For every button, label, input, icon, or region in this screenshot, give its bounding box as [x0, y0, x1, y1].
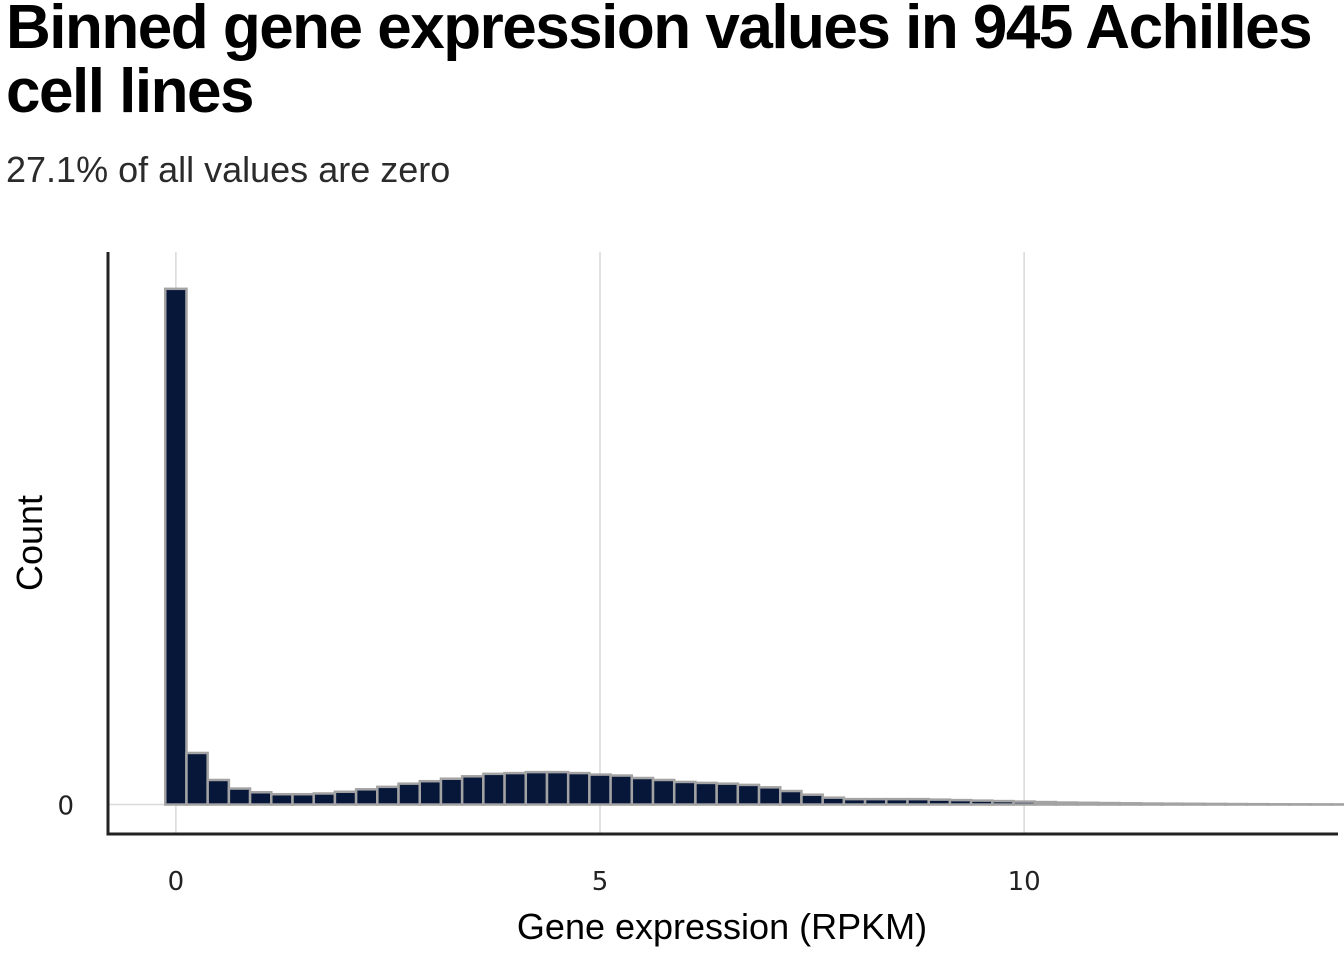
histogram-bar [672, 780, 697, 806]
histogram-bar [842, 797, 867, 806]
histogram-bar [460, 775, 485, 806]
histogram-bar [1160, 802, 1185, 806]
histogram-bar [164, 287, 188, 806]
histogram-bar [694, 781, 718, 806]
histogram-bar [439, 777, 464, 806]
histogram-bar [1203, 802, 1227, 806]
y-axis-title: Count [9, 495, 50, 591]
histogram-bar [206, 778, 231, 806]
x-tick-label: 0 [168, 867, 185, 897]
histogram-bar [354, 788, 379, 806]
x-axis-title: Gene expression (RPKM) [517, 906, 927, 947]
x-tick-label: 10 [1008, 867, 1041, 897]
histogram-bar [333, 790, 358, 806]
x-tick-label: 5 [592, 867, 609, 897]
histogram-bar [757, 786, 782, 806]
chart-subtitle: 27.1% of all values are zero [6, 149, 451, 190]
histogram-bar [1118, 802, 1143, 806]
histogram-bar [418, 779, 443, 806]
histogram-bar [503, 771, 528, 806]
y-axis-ticks: 0 [57, 792, 74, 822]
histogram-bar [248, 791, 273, 806]
histogram-bar [1097, 801, 1121, 806]
histogram-bar [927, 798, 952, 806]
histogram-bar [227, 787, 252, 806]
histogram-bar [948, 798, 973, 806]
histogram-bar [482, 772, 506, 806]
histogram-bar [1139, 802, 1164, 806]
histogram-bar [291, 792, 315, 806]
histogram-bar [1075, 801, 1100, 806]
histogram-bar [800, 793, 824, 806]
histogram-bar [185, 751, 209, 806]
histogram-bar [906, 797, 930, 806]
histogram-bar [736, 783, 761, 806]
histogram-bar [821, 796, 846, 806]
histogram-bar [779, 789, 803, 806]
chart-title: Binned gene expression values in 945 Ach… [6, 0, 1313, 126]
histogram-bar [1033, 800, 1058, 806]
histogram-bar [566, 771, 591, 806]
histogram-bar [969, 799, 994, 806]
histogram-bar [376, 785, 400, 806]
histogram-bar [630, 776, 655, 806]
histogram-bar [524, 770, 549, 806]
histogram-bar [609, 774, 634, 806]
y-tick-label: 0 [57, 792, 74, 822]
histogram-bar [270, 792, 294, 806]
histogram-bar [715, 782, 740, 806]
histogram-bar [312, 792, 337, 806]
histogram-bar [863, 797, 888, 806]
histogram-bar [1012, 800, 1036, 806]
histogram-bar [885, 797, 909, 806]
histogram-bar [588, 773, 612, 806]
x-axis-ticks: 0 5 10 [168, 867, 1041, 897]
grid-lines [108, 252, 1338, 834]
histogram-bar [991, 799, 1015, 806]
histogram-bar [397, 782, 421, 806]
histogram-bar [651, 778, 676, 806]
histogram-bar [1054, 801, 1079, 806]
histogram-bars [164, 287, 1344, 806]
histogram-bar [1181, 802, 1206, 806]
histogram-bar [545, 770, 570, 806]
